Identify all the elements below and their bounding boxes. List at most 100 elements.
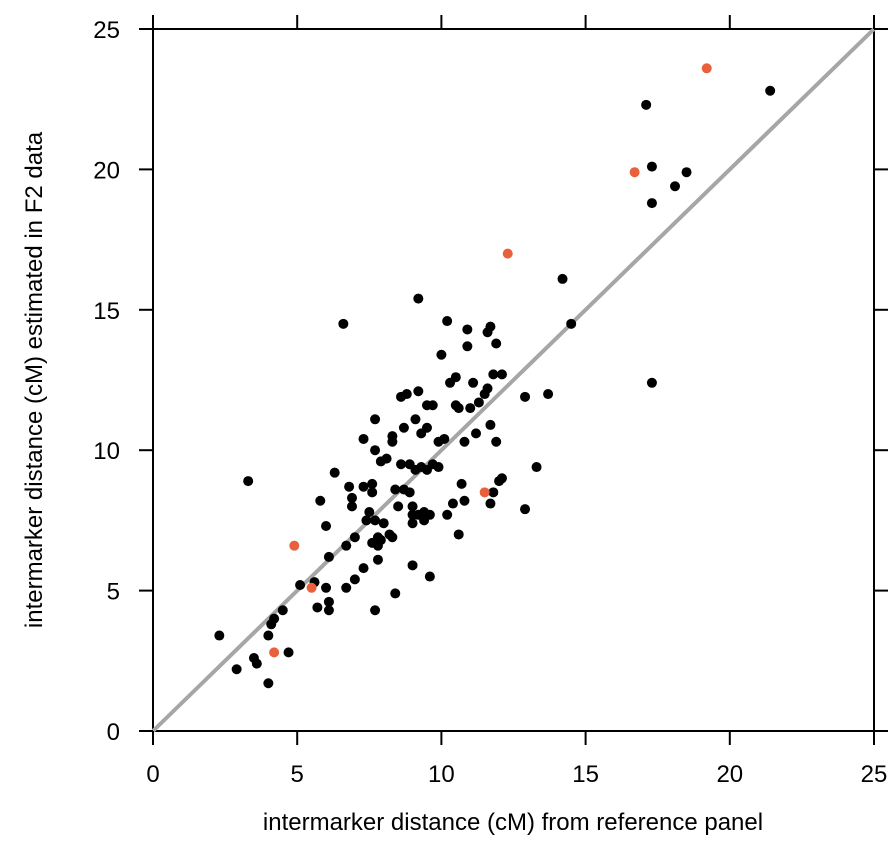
data-point-s0-120 [543,389,554,400]
data-point-s0-109 [485,498,496,509]
data-point-s0-121 [557,273,568,284]
data-point-s0-15 [321,582,332,593]
data-point-s0-58 [398,422,409,433]
data-point-s0-27 [349,532,360,543]
data-point-s0-102 [471,428,482,439]
data-point-s0-122 [566,318,577,329]
data-point-s0-64 [407,518,418,529]
data-point-s0-87 [442,316,453,327]
data-point-s0-69 [413,386,424,397]
data-point-s0-46 [378,518,389,529]
data-point-s0-45 [375,535,386,546]
axis-ticks [139,15,888,745]
data-point-s0-129 [765,85,776,96]
y-tick-label-3: 15 [93,298,120,325]
x-tick-label-1: 5 [291,761,304,788]
data-point-s0-28 [349,574,360,585]
data-points [214,63,776,689]
data-point-s0-17 [323,596,334,607]
data-point-s0-83 [433,462,444,473]
data-point-s0-25 [346,501,357,512]
data-point-s0-42 [372,554,383,565]
y-tick-label-5: 25 [93,17,120,44]
data-point-s0-19 [323,551,334,562]
data-point-s0-29 [358,563,369,574]
data-point-s0-79 [424,509,435,520]
data-point-s0-94 [453,529,464,540]
data-point-s0-97 [459,436,470,447]
data-point-s0-113 [491,338,502,349]
data-point-s0-127 [670,181,681,192]
data-point-s0-86 [439,433,450,444]
data-point-s0-125 [646,198,657,209]
x-axis-title: intermarker distance (cM) from reference… [263,809,763,836]
data-point-s0-10 [283,647,294,658]
data-point-s0-128 [681,167,692,178]
data-point-s0-52 [390,588,401,599]
data-point-s0-103 [473,397,484,408]
data-point-s0-80 [424,571,435,582]
data-point-s0-56 [396,459,407,470]
x-tick-label-5: 25 [861,761,888,788]
data-point-s1-3 [479,487,490,498]
data-point-s0-93 [453,403,464,414]
data-point-s0-108 [485,419,496,430]
data-point-s0-61 [404,487,415,498]
data-point-s0-112 [491,436,502,447]
data-point-s0-24 [344,481,355,492]
axis-tick-labels: 0 5 10 15 20 25 0 5 10 15 20 25 [93,17,887,788]
data-point-s0-38 [370,515,381,526]
data-point-s0-47 [381,453,392,464]
y-tick-label-2: 10 [93,438,120,465]
data-point-s0-11 [295,579,306,590]
data-point-s0-31 [358,481,369,492]
data-point-s0-101 [468,377,479,388]
data-point-s0-39 [370,445,381,456]
data-point-s0-90 [447,498,458,509]
data-point-s0-35 [367,487,378,498]
data-point-s0-50 [387,436,398,447]
y-tick-label-1: 5 [107,579,120,606]
data-point-s1-2 [306,582,317,593]
data-point-s0-53 [390,484,401,495]
data-point-s0-78 [421,422,432,433]
data-point-s1-1 [289,540,300,551]
data-point-s0-54 [393,501,404,512]
data-point-s0-99 [462,341,473,352]
data-point-s1-0 [269,647,280,658]
y-tick-label-4: 20 [93,157,120,184]
y-axis-title: intermarker distance (cM) estimated in F… [21,131,48,628]
x-tick-label-3: 15 [572,761,599,788]
data-point-s0-6 [263,630,274,641]
data-point-s0-8 [269,613,280,624]
data-point-s0-33 [364,506,375,517]
plot-frame [152,28,875,732]
data-point-s0-5 [263,678,274,689]
data-point-s0-110 [488,369,499,380]
data-point-s0-116 [496,473,507,484]
data-point-s0-117 [520,504,531,515]
data-point-s0-62 [407,560,418,571]
data-point-s0-82 [427,400,438,411]
data-point-s0-0 [214,630,225,641]
data-point-s0-119 [531,462,542,473]
data-point-s0-98 [462,324,473,335]
x-tick-label-2: 10 [428,761,455,788]
data-point-s0-30 [358,433,369,444]
data-point-s0-2 [243,476,254,487]
data-point-s0-70 [413,293,424,304]
data-point-s0-85 [436,349,447,360]
data-point-s0-23 [341,582,352,593]
data-point-s0-118 [520,391,531,402]
data-point-s0-4 [251,658,262,669]
data-point-s0-21 [338,318,349,329]
reference-line [151,27,876,733]
data-point-s0-1 [231,664,242,675]
data-point-s0-34 [367,478,378,489]
data-point-s0-14 [315,495,326,506]
data-point-s0-95 [456,478,467,489]
data-point-s0-20 [329,467,340,478]
data-point-s0-124 [646,161,657,172]
data-point-s0-96 [459,495,470,506]
